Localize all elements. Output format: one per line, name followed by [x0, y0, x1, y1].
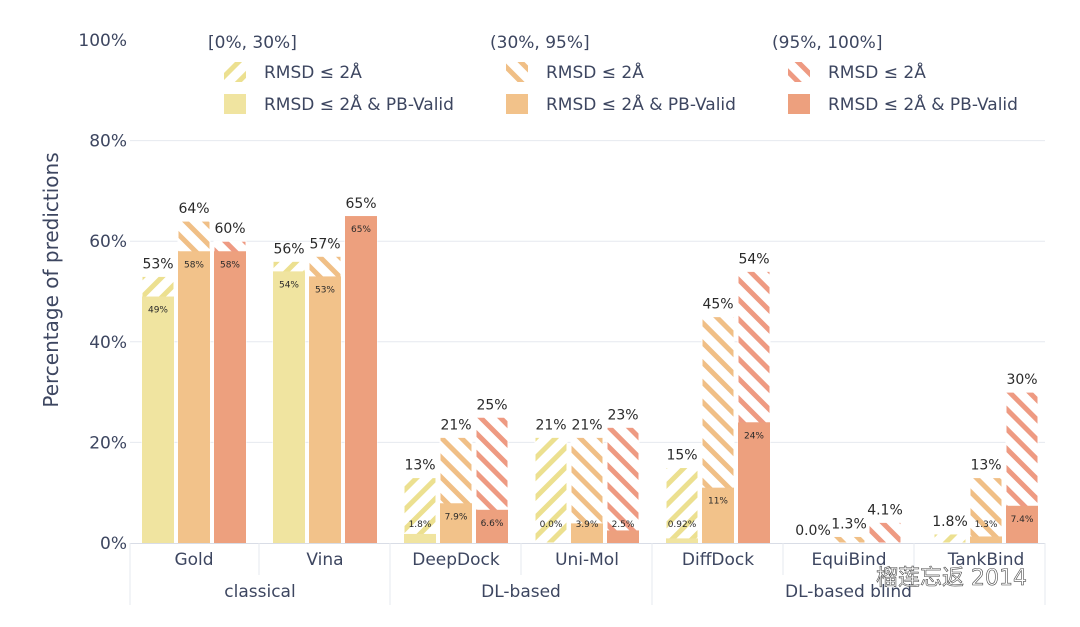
x-tick-label: Uni-Mol: [555, 550, 619, 570]
bar-pb-valid: [970, 536, 1002, 543]
bar-value-label: 23%: [607, 407, 638, 423]
bar-rmsd: [868, 521, 902, 544]
y-tick-label: 100%: [78, 31, 127, 51]
bar-pb-label: 11%: [708, 497, 728, 507]
bar-pb-label: 1.8%: [409, 520, 432, 530]
bar-pb-label: 54%: [279, 280, 299, 290]
bar-value-label: 65%: [345, 196, 376, 212]
legend: [0%, 30%] RMSD ≤ 2Å RMSD ≤ 2Å & PB-Valid (3…: [208, 33, 1018, 115]
bar-pb-label: 3.9%: [576, 520, 599, 530]
bar-value-label: 4.1%: [867, 502, 903, 518]
bar-value-label: 15%: [666, 448, 697, 464]
bar-value-label: 53%: [142, 256, 173, 272]
group-label: classical: [224, 582, 295, 602]
bars-layer: 53% 49% 64% 58% 60% 58% 56% 54% 57% 53% 65% 65% 13% 1…: [141, 196, 1039, 544]
y-tick-label: 40%: [89, 333, 127, 353]
bar-pb-valid: [571, 523, 603, 543]
bar-rmsd: [969, 477, 1003, 544]
y-axis: 0% 20% 40% 60% 80% 100%: [78, 31, 127, 554]
bar-value-label: 64%: [178, 201, 209, 217]
bar-pb-valid: [273, 271, 305, 543]
bar-value-label: 60%: [214, 221, 245, 237]
bar-value-label: 56%: [273, 241, 304, 257]
group-label: DL-based: [481, 582, 561, 602]
y-tick-label: 20%: [89, 433, 127, 453]
legend-label: RMSD ≤ 2Å: [264, 61, 362, 83]
bar-pb-label: 7.4%: [1011, 515, 1034, 525]
legend-label: RMSD ≤ 2Å & PB-Valid: [828, 93, 1018, 115]
x-tick-label: DiffDock: [682, 550, 754, 570]
bar-pb-valid: [404, 533, 436, 543]
bar-rmsd: [665, 467, 699, 544]
bar-rmsd: [403, 477, 437, 544]
gridlines: [130, 140, 1045, 443]
bar-rmsd: [832, 535, 866, 544]
bar-value-label: 57%: [309, 236, 340, 252]
x-tick-label: Gold: [174, 550, 213, 570]
y-tick-label: 60%: [89, 232, 127, 252]
bar-pb-valid: [142, 296, 174, 543]
x-tick-label: EquiBind: [812, 550, 887, 570]
bar-pb-label: 65%: [351, 225, 371, 235]
bar-value-label: 30%: [1006, 372, 1037, 388]
bar-value-label: 21%: [535, 417, 566, 433]
bar-pb-label: 2.5%: [612, 520, 635, 530]
bar-value-label: 1.3%: [831, 516, 867, 532]
legend-swatch-solid: [506, 94, 528, 114]
bar-pb-label: 24%: [744, 431, 764, 441]
bar-pb-label: 58%: [184, 260, 204, 270]
bar-pb-label: 6.6%: [481, 519, 504, 529]
bar-pb-valid: [738, 422, 770, 543]
legend-label: RMSD ≤ 2Å: [828, 61, 926, 83]
bar-pb-valid: [214, 251, 246, 543]
legend-swatch-solid: [224, 94, 246, 114]
x-tick-label: TankBind: [947, 550, 1025, 570]
bar-value-label: 45%: [702, 297, 733, 313]
group-label: DL-based blind: [785, 582, 912, 602]
legend-label: RMSD ≤ 2Å: [546, 61, 644, 83]
legend-group-title: (95%, 100%]: [772, 33, 882, 53]
bar-pb-label: 49%: [148, 306, 168, 316]
bar-pb-valid: [1006, 505, 1038, 543]
bar-rmsd: [933, 533, 967, 544]
y-axis-label: Percentage of predictions: [39, 152, 63, 407]
bar-value-label: 0.0%: [795, 523, 831, 539]
bar-value-label: 13%: [970, 458, 1001, 474]
bar-pb-valid: [345, 216, 377, 544]
legend-swatch-hatched: [506, 62, 528, 82]
bar-pb-valid: [178, 251, 210, 543]
bar-value-label: 13%: [404, 458, 435, 474]
bar-value-label: 25%: [476, 397, 507, 413]
legend-swatch-hatched: [224, 62, 246, 82]
bar-pb-valid: [476, 509, 508, 543]
bar-pb-valid: [607, 530, 639, 543]
watermark: 榴莲忘返 2014: [876, 566, 1027, 591]
bar-pb-valid: [440, 503, 472, 543]
bar-pb-label: 7.9%: [445, 512, 468, 522]
bar-pb-label: 53%: [315, 285, 335, 295]
bar-pb-label: 1.3%: [975, 520, 998, 530]
y-tick-label: 0%: [100, 534, 127, 554]
legend-label: RMSD ≤ 2Å & PB-Valid: [546, 93, 736, 115]
bar-value-label: 54%: [738, 251, 769, 267]
bar-value-label: 21%: [440, 417, 471, 433]
legend-swatch-solid: [788, 94, 810, 114]
x-tick-label: Vina: [306, 550, 343, 570]
bar-pb-label: 0.92%: [668, 520, 697, 530]
legend-group-title: (30%, 95%]: [490, 33, 590, 53]
bar-value-label: 21%: [571, 417, 602, 433]
bar-pb-valid: [702, 487, 734, 543]
bar-pb-valid: [309, 276, 341, 543]
bar-pb-label: 58%: [220, 260, 240, 270]
bar-value-label: 1.8%: [932, 514, 968, 530]
legend-group-title: [0%, 30%]: [208, 33, 297, 53]
bar-pb-label: 0.0%: [540, 520, 563, 530]
legend-label: RMSD ≤ 2Å & PB-Valid: [264, 93, 454, 115]
y-tick-label: 80%: [89, 132, 127, 152]
x-tick-label: DeepDock: [412, 550, 500, 570]
x-axis: Gold Vina DeepDock Uni-Mol DiffDock EquiBind T…: [129, 543, 1046, 605]
legend-swatch-hatched: [788, 62, 810, 82]
bar-pb-valid: [666, 538, 698, 543]
